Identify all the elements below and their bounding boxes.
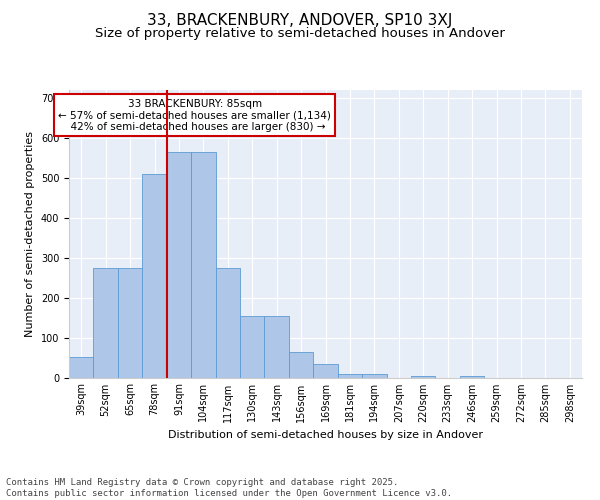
Bar	[265, 316, 289, 378]
Text: Size of property relative to semi-detached houses in Andover: Size of property relative to semi-detach…	[95, 28, 505, 40]
Bar	[289, 352, 313, 378]
Bar	[118, 268, 142, 378]
Bar	[460, 376, 484, 378]
Bar	[167, 152, 191, 378]
Bar	[313, 364, 338, 378]
X-axis label: Distribution of semi-detached houses by size in Andover: Distribution of semi-detached houses by …	[168, 430, 483, 440]
Text: Contains HM Land Registry data © Crown copyright and database right 2025.
Contai: Contains HM Land Registry data © Crown c…	[6, 478, 452, 498]
Bar	[411, 376, 436, 378]
Bar	[240, 316, 265, 378]
Bar	[362, 374, 386, 378]
Bar	[142, 174, 167, 378]
Y-axis label: Number of semi-detached properties: Number of semi-detached properties	[25, 130, 35, 337]
Bar	[94, 268, 118, 378]
Bar	[215, 268, 240, 378]
Bar	[69, 356, 94, 378]
Text: 33 BRACKENBURY: 85sqm
← 57% of semi-detached houses are smaller (1,134)
  42% of: 33 BRACKENBURY: 85sqm ← 57% of semi-deta…	[58, 98, 331, 132]
Bar	[191, 152, 215, 378]
Bar	[338, 374, 362, 378]
Text: 33, BRACKENBURY, ANDOVER, SP10 3XJ: 33, BRACKENBURY, ANDOVER, SP10 3XJ	[148, 12, 452, 28]
